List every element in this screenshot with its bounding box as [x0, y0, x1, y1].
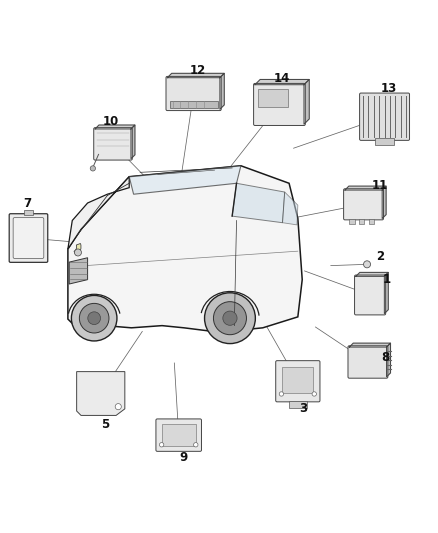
Polygon shape: [350, 343, 390, 347]
Polygon shape: [167, 74, 224, 78]
Polygon shape: [386, 343, 390, 377]
Circle shape: [115, 403, 121, 410]
Circle shape: [279, 392, 284, 396]
Circle shape: [213, 302, 247, 335]
Text: 1: 1: [383, 273, 391, 286]
Polygon shape: [129, 166, 241, 194]
Bar: [375, 138, 394, 145]
FancyBboxPatch shape: [94, 128, 132, 160]
Polygon shape: [95, 125, 135, 129]
Bar: [258, 89, 288, 107]
Text: 10: 10: [102, 116, 119, 128]
Polygon shape: [77, 372, 125, 415]
Circle shape: [312, 392, 316, 396]
Bar: [289, 400, 307, 408]
Polygon shape: [382, 186, 386, 219]
Polygon shape: [69, 258, 88, 284]
Text: 14: 14: [273, 71, 290, 85]
FancyBboxPatch shape: [156, 419, 201, 451]
Circle shape: [194, 442, 198, 447]
Bar: [368, 219, 374, 224]
Polygon shape: [220, 74, 224, 109]
Polygon shape: [255, 79, 309, 85]
FancyBboxPatch shape: [348, 346, 388, 378]
FancyBboxPatch shape: [9, 214, 48, 262]
Polygon shape: [384, 272, 388, 313]
Text: 7: 7: [24, 197, 32, 211]
Bar: [359, 219, 364, 224]
Circle shape: [90, 166, 95, 171]
Text: 3: 3: [299, 402, 307, 415]
Text: 12: 12: [190, 64, 206, 77]
Polygon shape: [131, 125, 135, 159]
Bar: [350, 219, 355, 224]
Polygon shape: [68, 166, 302, 332]
Wedge shape: [74, 244, 81, 255]
Polygon shape: [232, 183, 285, 223]
Circle shape: [74, 249, 81, 256]
FancyBboxPatch shape: [360, 93, 410, 140]
Polygon shape: [283, 192, 298, 225]
Bar: [283, 367, 314, 393]
Text: 13: 13: [381, 82, 397, 95]
Circle shape: [79, 303, 109, 333]
FancyBboxPatch shape: [13, 217, 44, 259]
Text: 11: 11: [372, 180, 389, 192]
FancyBboxPatch shape: [276, 361, 320, 402]
Text: 9: 9: [180, 450, 188, 464]
Circle shape: [159, 442, 164, 447]
Polygon shape: [304, 79, 309, 124]
FancyBboxPatch shape: [354, 275, 386, 315]
Polygon shape: [356, 272, 388, 276]
Circle shape: [71, 295, 117, 341]
Text: 8: 8: [381, 351, 389, 364]
Bar: [162, 424, 196, 446]
FancyBboxPatch shape: [166, 76, 221, 110]
Circle shape: [223, 311, 237, 325]
Ellipse shape: [364, 261, 371, 268]
Bar: [170, 101, 218, 108]
Text: 2: 2: [376, 250, 384, 263]
Bar: [24, 210, 33, 215]
Polygon shape: [68, 177, 129, 249]
Circle shape: [88, 312, 101, 325]
FancyBboxPatch shape: [343, 189, 384, 220]
Polygon shape: [345, 186, 386, 190]
Circle shape: [205, 293, 255, 344]
Text: 5: 5: [101, 418, 109, 431]
FancyBboxPatch shape: [254, 84, 305, 125]
